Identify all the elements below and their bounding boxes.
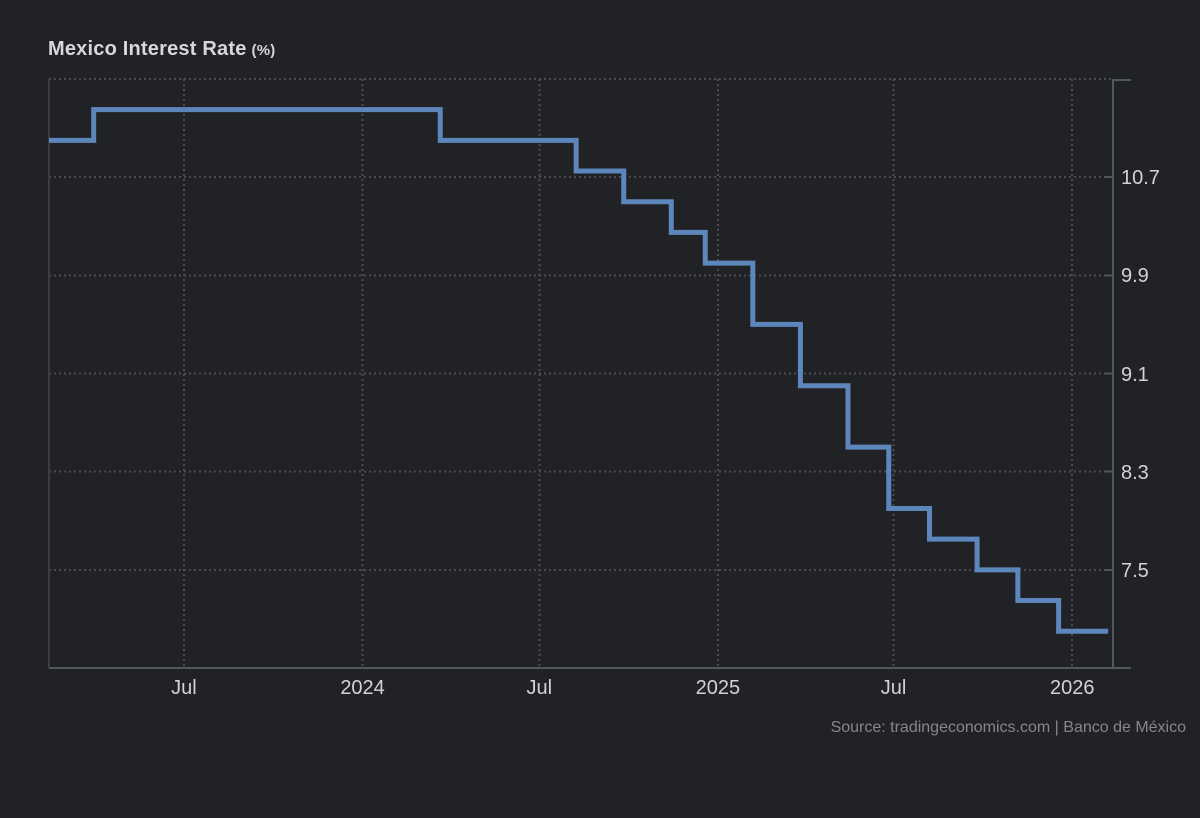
chart-title: Mexico Interest Rate (%) (48, 38, 275, 61)
rate-step-line (49, 107, 1109, 634)
chart-title-text: Mexico Interest Rate (48, 38, 247, 60)
x-tick-label: 2026 (1049, 677, 1095, 699)
y-tick-label: 8.3 (1121, 461, 1149, 484)
source-credit: Source: tradingeconomics.com | Banco de … (830, 719, 1186, 736)
chart-title-unit: (%) (251, 42, 276, 59)
y-tick-label: 9.9 (1121, 265, 1149, 288)
x-tick-label: Jul (526, 677, 553, 699)
x-tick-label: Jul (880, 677, 907, 699)
x-tick-label: 2025 (695, 677, 741, 699)
y-tick-label: 9.1 (1121, 363, 1149, 386)
y-tick-label: 7.5 (1121, 559, 1149, 582)
x-tick-label: Jul (171, 677, 197, 699)
y-tick-label: 10.7 (1121, 167, 1160, 190)
x-tick-label: 2024 (340, 677, 385, 699)
